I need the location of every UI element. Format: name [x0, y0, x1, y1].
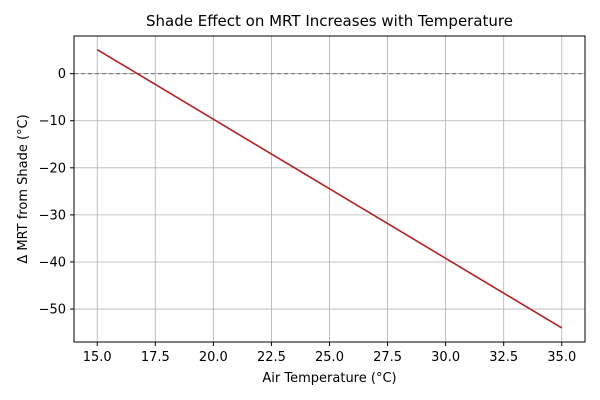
y-tick-label: −40 — [39, 255, 66, 270]
y-tick-label: 0 — [58, 67, 66, 82]
x-tick-label: 35.0 — [547, 350, 576, 365]
y-ticks: 0 −10 −20 −30 −40 −50 — [39, 67, 74, 318]
chart-title: Shade Effect on MRT Increases with Tempe… — [146, 12, 513, 30]
y-tick-label: −30 — [39, 208, 66, 223]
series-line — [96, 48, 563, 329]
x-tick-label: 15.0 — [83, 350, 112, 365]
x-ticks: 15.0 17.5 20.0 22.5 25.0 27.5 30.0 32.5 35.0 — [83, 342, 576, 365]
x-tick-label: 30.0 — [431, 350, 460, 365]
x-tick-label: 22.5 — [257, 350, 286, 365]
y-axis-label: Δ MRT from Shade (°C) — [16, 114, 31, 263]
x-tick-label: 25.0 — [315, 350, 344, 365]
y-tick-label: −20 — [39, 161, 66, 176]
x-tick-label: 27.5 — [373, 350, 402, 365]
series-layer — [96, 48, 563, 329]
x-tick-label: 17.5 — [141, 350, 170, 365]
grid — [74, 36, 585, 342]
y-tick-label: −10 — [39, 114, 66, 129]
x-tick-label: 20.0 — [199, 350, 228, 365]
x-tick-label: 32.5 — [489, 350, 518, 365]
x-axis-label: Air Temperature (°C) — [262, 371, 396, 386]
y-tick-label: −50 — [39, 303, 66, 318]
